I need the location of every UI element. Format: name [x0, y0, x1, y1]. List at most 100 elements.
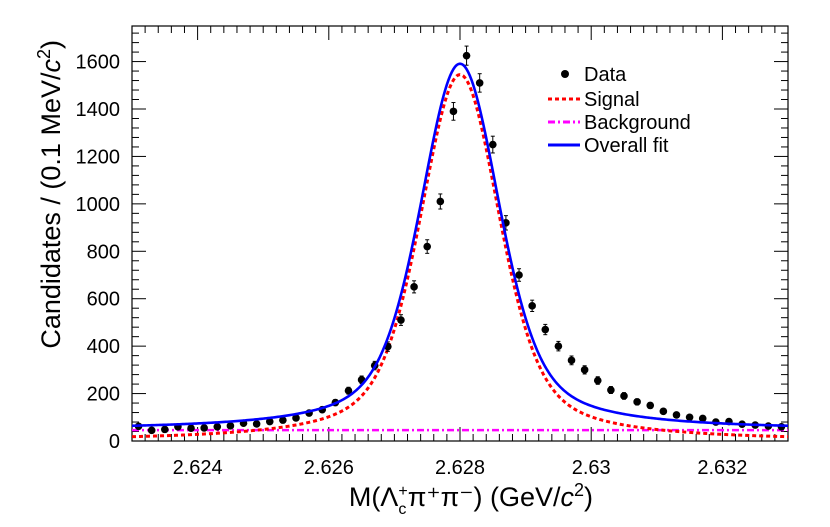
overall-fit-curve: [131, 62, 789, 428]
data-marker: [528, 302, 536, 310]
data-marker: [213, 422, 222, 431]
x-axis-title-prefix: M(Λ: [349, 482, 399, 512]
data-marker: [475, 79, 484, 87]
legend-marker-data: [561, 70, 569, 78]
y-axis-title: Candidates / (0.1 MeV/c2): [34, 40, 66, 349]
data-point: [685, 413, 694, 422]
data-point: [567, 355, 576, 366]
x-axis-title-sup: +: [398, 483, 407, 500]
x-tick-label: 2.624: [173, 457, 223, 479]
data-marker: [462, 51, 471, 60]
y-axis-ticks: 0 200 400 600 800 1000 1200 1400 1600: [76, 32, 788, 453]
data-point: [659, 407, 668, 416]
data-point: [200, 424, 208, 432]
data-point: [161, 425, 169, 434]
data-point: [187, 424, 195, 432]
y-tick-label: 600: [87, 289, 120, 311]
x-axis-title-italic: c: [560, 482, 574, 512]
data-point: [541, 323, 550, 336]
data-point: [252, 420, 261, 428]
data-point: [646, 401, 655, 410]
data-point: [397, 314, 405, 326]
x-axis-title: M(Λc+π⁺π⁻) (GeV/c2): [349, 480, 593, 518]
x-axis-ticks: 2.624 2.626 2.628 2.63 2.632: [131, 26, 789, 479]
data-point: [607, 386, 615, 394]
data-point: [449, 102, 458, 121]
data-point: [213, 422, 222, 431]
data-point: [436, 193, 445, 210]
data-point: [580, 365, 589, 375]
x-tick-label: 2.626: [304, 457, 354, 479]
data-marker: [410, 283, 418, 291]
x-axis-title-close: ): [584, 482, 593, 512]
overall-fit-layer: [131, 62, 789, 428]
legend-label-background: Background: [584, 112, 691, 134]
x-tick-label: 2.628: [435, 457, 485, 479]
data-marker: [265, 417, 274, 426]
y-tick-label: 400: [87, 336, 120, 358]
data-marker: [593, 376, 602, 385]
x-axis-title-sub: c: [398, 501, 406, 518]
data-point: [554, 340, 563, 352]
data-marker: [685, 413, 694, 422]
data-marker: [646, 401, 655, 410]
signal-curve: [131, 73, 789, 439]
data-marker: [436, 197, 445, 206]
data-marker: [397, 316, 405, 324]
data-points-layer: [134, 45, 786, 435]
data-marker: [515, 271, 523, 279]
data-point: [410, 280, 418, 294]
data-marker: [659, 407, 668, 416]
data-point: [279, 416, 287, 424]
data-marker: [580, 366, 589, 374]
data-marker: [344, 386, 353, 395]
data-point: [698, 414, 707, 423]
data-point: [672, 411, 681, 419]
data-marker: [698, 414, 707, 423]
y-axis-title-prefix: Candidates / (0.1 MeV/: [36, 72, 66, 349]
data-point: [462, 45, 471, 66]
data-marker: [567, 356, 576, 365]
legend: Data Signal Background Overall fit: [548, 64, 691, 157]
data-point: [515, 268, 523, 282]
y-tick-label: 200: [87, 384, 120, 406]
data-marker: [541, 325, 550, 334]
x-axis-title-power: 2: [574, 480, 584, 500]
plot-frame: [131, 25, 789, 442]
x-tick-label: 2.632: [697, 457, 747, 479]
data-point: [423, 239, 432, 254]
data-marker: [489, 140, 497, 149]
data-point: [265, 417, 274, 426]
y-tick-label: 0: [109, 431, 120, 453]
data-marker: [252, 420, 261, 428]
legend-label-data: Data: [584, 64, 627, 86]
y-axis-title-power: 2: [34, 49, 54, 59]
x-axis-title-mid: π⁺π⁻) (GeV/: [408, 482, 561, 512]
data-point: [593, 376, 602, 385]
y-tick-label: 1000: [76, 194, 121, 216]
data-marker: [200, 424, 208, 432]
data-marker: [147, 426, 156, 435]
data-marker: [449, 107, 458, 116]
data-marker: [423, 242, 432, 251]
data-point: [147, 426, 156, 435]
y-tick-label: 800: [87, 241, 120, 263]
signal-curve-layer: [131, 73, 789, 439]
data-marker: [633, 398, 641, 406]
data-marker: [161, 425, 169, 434]
y-tick-label: 1600: [76, 52, 121, 74]
legend-label-overall-fit: Overall fit: [584, 135, 669, 157]
data-marker: [554, 342, 563, 350]
data-marker: [672, 411, 681, 419]
data-point: [292, 414, 300, 422]
data-marker: [292, 414, 300, 422]
data-marker: [187, 424, 195, 432]
x-tick-label: 2.63: [572, 457, 611, 479]
data-point: [528, 299, 536, 312]
data-point: [475, 73, 484, 93]
data-marker: [607, 386, 615, 394]
data-point: [633, 398, 641, 406]
data-point: [620, 392, 628, 400]
data-marker: [279, 416, 287, 424]
